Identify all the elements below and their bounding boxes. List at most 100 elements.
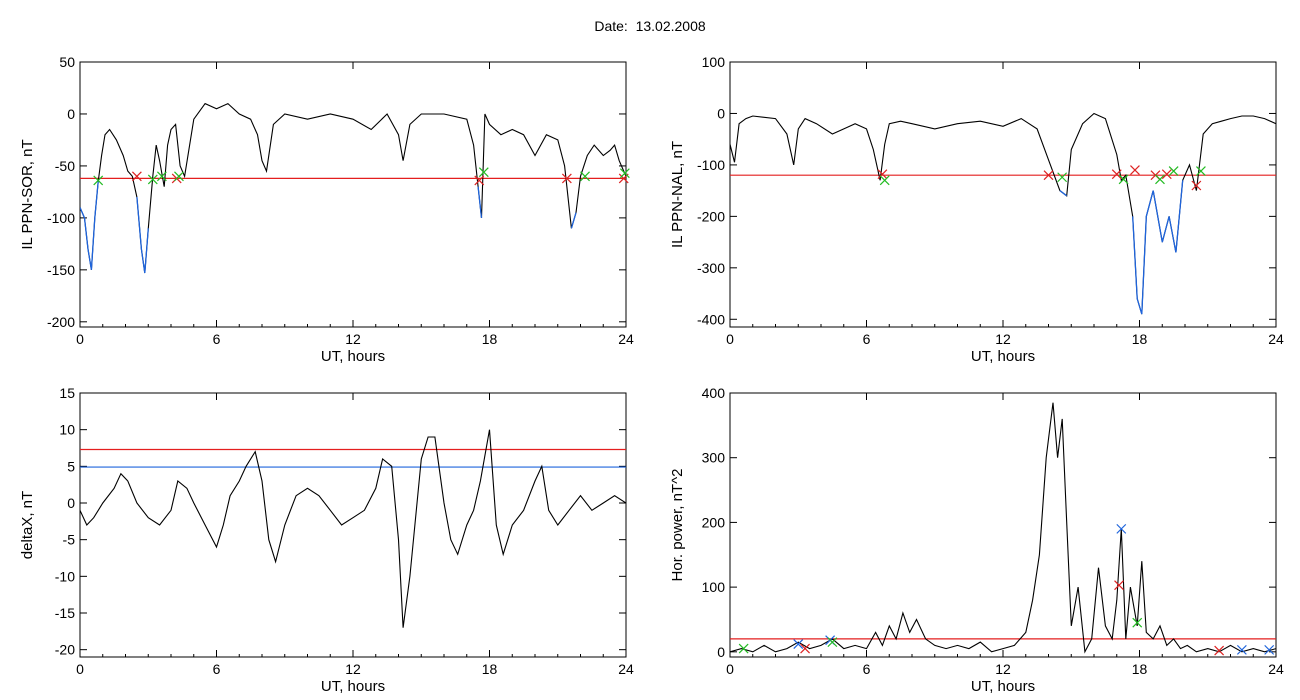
plot-frame	[79, 392, 627, 658]
x-tick-label: 12	[345, 661, 361, 677]
marker-blue	[1116, 523, 1127, 534]
marker-red	[474, 175, 485, 186]
chart-panel-3: 0 6 12 18 24 15 10 5 0 -5 -10 -15 -20 UT, hours deltaX…	[19, 385, 634, 695]
marker-green	[1057, 172, 1068, 183]
y-axis-title: deltaX, nT	[19, 491, 36, 559]
y-tick-label: 10	[59, 422, 75, 438]
x-tick-label: 18	[482, 661, 498, 677]
marker-blue	[793, 639, 804, 649]
y-tick-label: 100	[702, 579, 726, 595]
marker-blue	[1264, 644, 1275, 655]
x-tick-label: 18	[1132, 331, 1148, 347]
y-tick-label: -400	[697, 311, 725, 327]
y-tick-label: -300	[697, 260, 725, 276]
y-axis-title: Hor. power, nT^2	[669, 469, 686, 582]
plot-frame	[729, 61, 1277, 328]
y-tick-label: 200	[702, 514, 726, 530]
marker-red	[1130, 165, 1140, 175]
date-value: 13.02.2008	[635, 18, 706, 34]
y-tick-label: 0	[67, 106, 75, 122]
y-tick-label: 0	[717, 105, 725, 121]
marker-blue	[1236, 644, 1247, 655]
y-tick-label: 50	[59, 54, 75, 70]
marker-green	[1132, 617, 1143, 628]
x-axis-title: UT, hours	[971, 678, 1035, 695]
marker-green	[1168, 166, 1179, 177]
marker-red	[1161, 169, 1172, 180]
marker-red	[800, 643, 810, 654]
x-tick-label: 24	[1268, 331, 1284, 347]
chart-panel-2: 0 6 12 18 24 100 0 -100 -200 -300 -400 UT, hours IL …	[669, 54, 1284, 365]
y-tick-label: -150	[47, 262, 75, 278]
y-tick-label: 0	[717, 644, 725, 660]
marker-green	[580, 171, 590, 182]
x-axis-title: UT, hours	[971, 348, 1035, 365]
x-axis-title: UT, hours	[321, 678, 385, 695]
plot-frame	[729, 392, 1277, 658]
y-tick-label: 300	[702, 450, 726, 466]
y-tick-label: -100	[697, 157, 725, 173]
y-tick-label: -50	[55, 158, 75, 174]
marker-green	[827, 637, 838, 648]
marker-red	[1114, 580, 1124, 591]
x-tick-label: 12	[995, 331, 1011, 347]
x-tick-label: 24	[618, 661, 634, 677]
y-tick-label: -10	[55, 568, 75, 584]
disturbed-segment	[477, 186, 483, 218]
y-tick-label: 400	[702, 385, 726, 401]
x-tick-label: 12	[345, 331, 361, 347]
marker-green	[738, 643, 749, 654]
marker-green	[879, 175, 890, 186]
y-axis-title: IL PPN-NAL, nT	[669, 141, 686, 248]
marker-green	[1196, 166, 1206, 177]
date-label: Date:	[594, 18, 628, 34]
x-tick-label: 18	[482, 331, 498, 347]
x-tick-label: 18	[1132, 661, 1148, 677]
y-tick-label: 0	[67, 495, 75, 511]
disturbed-segment	[1132, 180, 1184, 315]
marker-green	[619, 168, 630, 179]
x-tick-label: 24	[618, 331, 634, 347]
series-line	[80, 429, 626, 628]
marker-red	[1111, 169, 1122, 180]
marker-red	[877, 169, 888, 180]
marker-red	[1043, 170, 1054, 181]
y-tick-label: 5	[67, 458, 75, 474]
marker-red	[1214, 645, 1225, 656]
chart-panel-1: 0 6 12 18 24 50 0 -50 -100 -150 -200 UT, hours IL PP…	[19, 54, 634, 365]
x-tick-label: 6	[863, 661, 871, 677]
disturbed-segment	[80, 181, 99, 270]
marker-red	[561, 173, 572, 184]
x-tick-label: 0	[76, 661, 84, 677]
x-tick-label: 12	[995, 661, 1011, 677]
disturbed-segment	[136, 197, 149, 274]
y-tick-label: -200	[697, 208, 725, 224]
marker-red	[131, 171, 142, 182]
marker-green	[1155, 174, 1165, 185]
series-line	[80, 102, 626, 274]
disturbed-segment	[570, 212, 577, 229]
x-tick-label: 6	[213, 661, 221, 677]
x-tick-label: 0	[76, 331, 84, 347]
marker-green	[478, 167, 489, 178]
x-tick-label: 24	[1268, 661, 1284, 677]
page-title: Date: 13.02.2008	[0, 18, 1300, 34]
y-tick-label: -100	[47, 210, 75, 226]
marker-green	[147, 174, 158, 185]
y-tick-label: -5	[63, 532, 76, 548]
series-line	[730, 112, 1276, 315]
marker-green	[174, 171, 184, 182]
y-tick-label: 15	[59, 385, 75, 401]
x-tick-label: 0	[726, 331, 734, 347]
marker-green	[93, 175, 104, 186]
y-tick-label: 100	[702, 54, 726, 70]
chart-panel-4: 0 6 12 18 24 400 300 200 100 0 UT, hours Hor. power…	[669, 385, 1284, 695]
plot-frame	[79, 61, 627, 328]
y-tick-label: -200	[47, 314, 75, 330]
y-tick-label: -15	[55, 605, 75, 621]
y-tick-label: -20	[55, 642, 75, 658]
x-axis-title: UT, hours	[321, 348, 385, 365]
y-axis-title: IL PPN-SOR, nT	[19, 139, 36, 249]
marker-red	[1191, 180, 1202, 191]
